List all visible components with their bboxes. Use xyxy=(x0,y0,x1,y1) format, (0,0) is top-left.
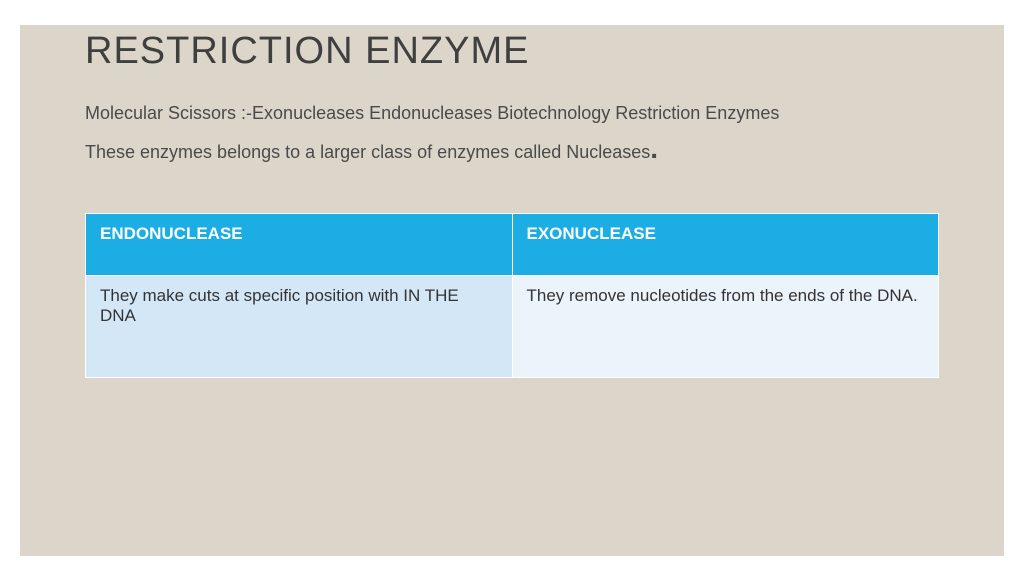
slide-outer: RESTRICTION ENZYME Molecular Scissors :-… xyxy=(0,0,1024,576)
paragraph-2: These enzymes belongs to a larger class … xyxy=(85,142,939,163)
table-header-2: EXONUCLEASE xyxy=(512,214,939,276)
paragraph-2-text: These enzymes belongs to a larger class … xyxy=(85,142,650,162)
slide-inner: RESTRICTION ENZYME Molecular Scissors :-… xyxy=(20,25,1004,556)
big-period: . xyxy=(650,133,658,164)
table-header-row: ENDONUCLEASE EXONUCLEASE xyxy=(86,214,939,276)
slide-title: RESTRICTION ENZYME xyxy=(85,30,939,73)
table-header-1: ENDONUCLEASE xyxy=(86,214,513,276)
comparison-table: ENDONUCLEASE EXONUCLEASE They make cuts … xyxy=(85,213,939,378)
paragraph-1: Molecular Scissors :-Exonucleases Endonu… xyxy=(85,103,939,124)
table-row: They make cuts at specific position with… xyxy=(86,276,939,378)
table-cell-2: They remove nucleotides from the ends of… xyxy=(512,276,939,378)
table-cell-1: They make cuts at specific position with… xyxy=(86,276,513,378)
